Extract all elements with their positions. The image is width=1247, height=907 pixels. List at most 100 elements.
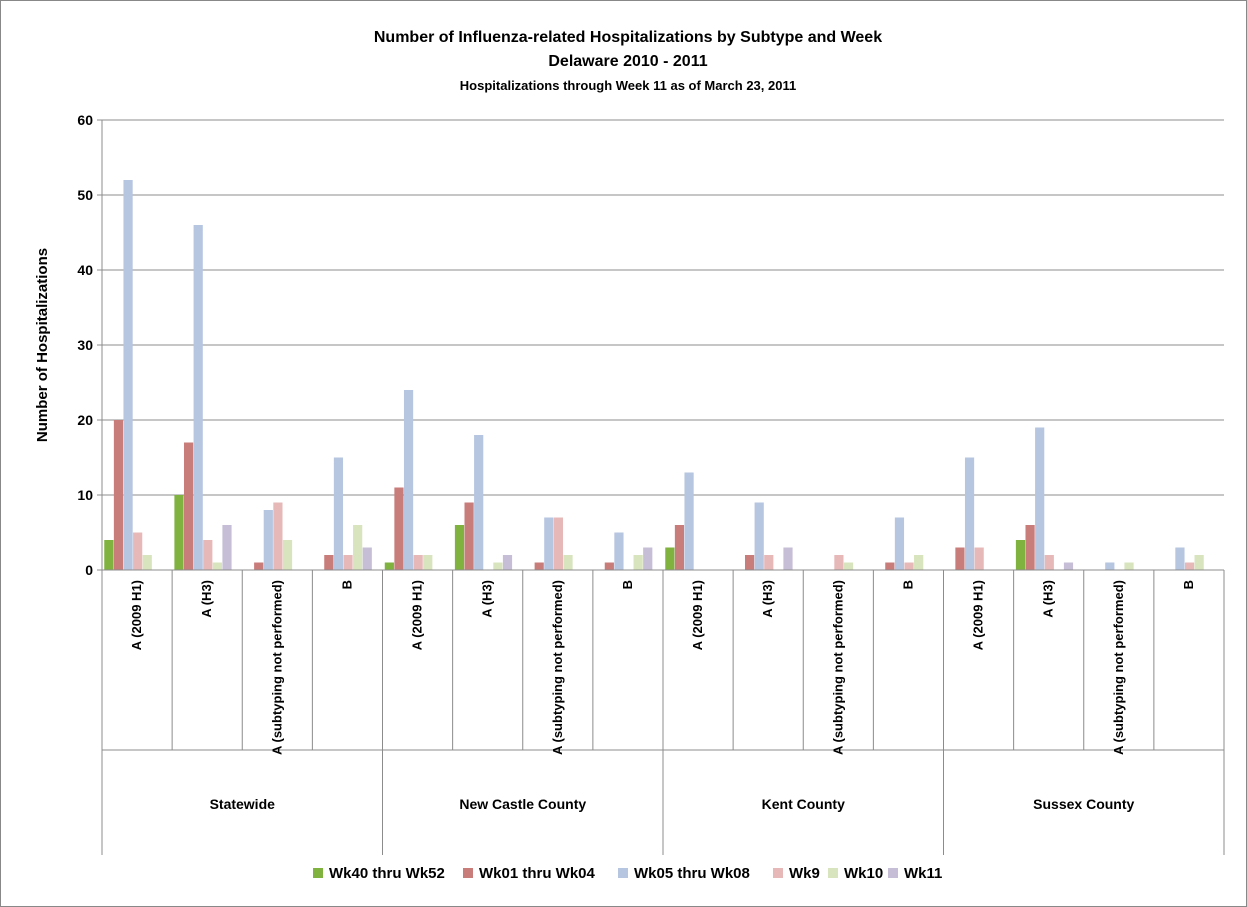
bar <box>212 562 222 570</box>
bar <box>394 487 404 570</box>
axes: 0 10 20 30 40 50 60 A (2009 H1) A (H3) A (subtypi… <box>77 112 1225 855</box>
bar <box>123 180 133 570</box>
bar <box>834 555 844 570</box>
bar <box>464 502 474 570</box>
chart-subtitle-date: Hospitalizations through Week 11 as of M… <box>460 78 796 93</box>
bar <box>1015 540 1026 570</box>
category-label: A (H3) <box>480 580 495 618</box>
bar <box>282 540 293 570</box>
category-label: A (H3) <box>199 580 214 618</box>
bar <box>263 510 273 570</box>
legend-swatch <box>618 868 628 878</box>
group-label: Sussex County <box>1033 796 1134 812</box>
bar <box>183 442 194 570</box>
bars <box>104 180 1204 570</box>
y-tick-label: 50 <box>77 187 93 203</box>
bar <box>113 420 124 570</box>
bar <box>104 540 114 570</box>
y-axis-label: Number of Hospitalizations <box>34 248 51 442</box>
bar <box>142 555 152 570</box>
legend-label: Wk40 thru Wk52 <box>329 865 445 882</box>
bar <box>553 517 564 570</box>
bar <box>133 532 143 570</box>
category-label: A (2009 H1) <box>971 580 986 650</box>
y-tick-label: 0 <box>85 562 93 578</box>
bar <box>964 457 975 570</box>
bar <box>222 525 232 570</box>
y-tick-label: 10 <box>77 487 93 503</box>
category-label: A (subtyping not performed) <box>269 580 284 755</box>
group-label: Kent County <box>762 796 845 812</box>
bar <box>674 525 685 570</box>
bar <box>955 547 965 570</box>
category-label: A (subtyping not performed) <box>1111 580 1126 755</box>
bar <box>493 562 503 570</box>
bar <box>254 562 264 570</box>
bar <box>1063 562 1074 570</box>
bar <box>914 555 924 570</box>
bar <box>604 562 614 570</box>
legend-swatch <box>463 868 473 878</box>
bar <box>764 555 774 570</box>
bar <box>885 562 895 570</box>
bar <box>843 562 854 570</box>
y-tick-label: 30 <box>77 337 93 353</box>
category-label: A (H3) <box>760 580 775 618</box>
bar <box>633 555 643 570</box>
chart-subtitle: Delaware 2010 - 2011 <box>548 53 707 70</box>
category-label: A (2009 H1) <box>410 580 425 650</box>
bar <box>1184 562 1195 570</box>
bar <box>534 562 544 570</box>
category-label: B <box>620 580 635 589</box>
bar <box>783 547 793 570</box>
legend-label: Wk05 thru Wk08 <box>634 865 750 882</box>
bar <box>203 540 213 570</box>
category-label: A (H3) <box>1041 580 1056 618</box>
chart-title: Number of Influenza-related Hospitalizat… <box>374 29 882 46</box>
bar <box>333 457 344 570</box>
bar <box>353 525 363 570</box>
bar <box>894 517 905 570</box>
legend-label: Wk9 <box>789 865 820 882</box>
bar <box>474 435 484 570</box>
bar <box>362 547 372 570</box>
bar <box>614 532 624 570</box>
bar <box>423 555 433 570</box>
bar <box>904 562 914 570</box>
bar <box>1124 562 1134 570</box>
legend-swatch <box>773 868 783 878</box>
bar <box>413 555 423 570</box>
y-tick-label: 20 <box>77 412 93 428</box>
group-label: Statewide <box>210 796 276 812</box>
bar <box>643 547 653 570</box>
bar <box>1025 525 1035 570</box>
bar <box>684 472 694 570</box>
category-label: A (subtyping not performed) <box>550 580 565 755</box>
bar <box>744 555 755 570</box>
legend: Wk40 thru Wk52 Wk01 thru Wk04 Wk05 thru Wk… <box>313 865 942 882</box>
bar <box>273 502 283 570</box>
legend-label: Wk11 <box>904 865 942 882</box>
legend-label: Wk01 thru Wk04 <box>479 865 596 882</box>
bar <box>1175 547 1185 570</box>
category-label: B <box>900 580 915 589</box>
y-tick-label: 40 <box>77 262 93 278</box>
category-label: A (subtyping not performed) <box>830 580 845 755</box>
bar <box>563 555 573 570</box>
bar <box>174 495 184 570</box>
bar <box>1194 555 1204 570</box>
category-label: B <box>1181 580 1196 589</box>
bar <box>1035 427 1045 570</box>
bar <box>502 555 513 570</box>
bar <box>193 225 203 570</box>
group-label: New Castle County <box>459 796 586 812</box>
bar <box>384 562 394 570</box>
y-tick-label: 60 <box>77 112 93 128</box>
bar <box>665 547 675 570</box>
bar <box>974 547 984 570</box>
legend-swatch <box>313 868 323 878</box>
bar <box>324 555 334 570</box>
category-label: B <box>339 580 354 589</box>
